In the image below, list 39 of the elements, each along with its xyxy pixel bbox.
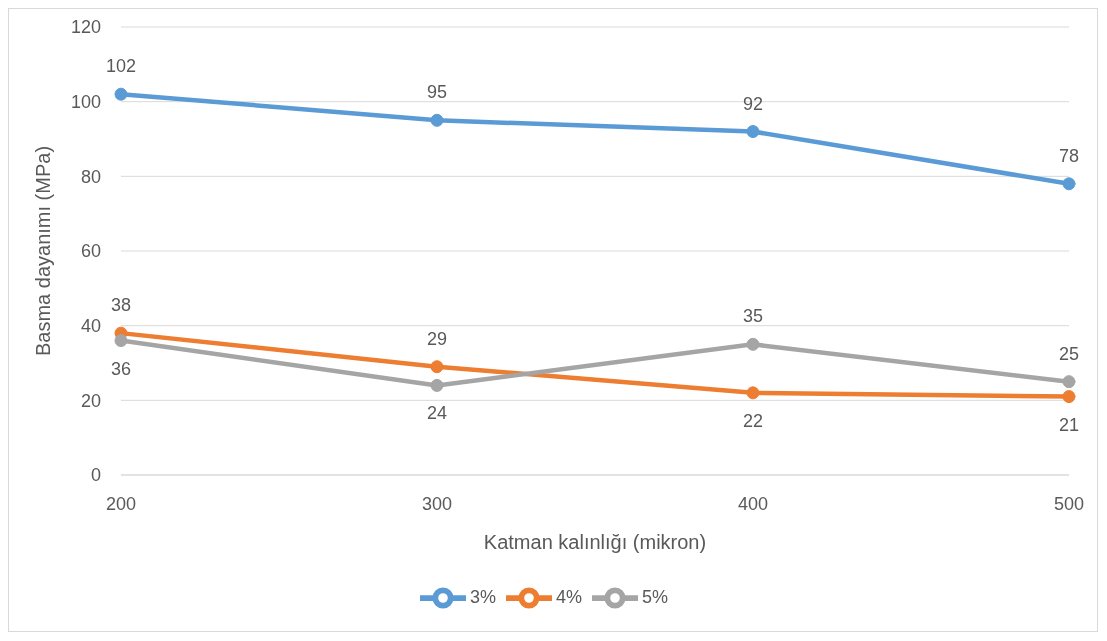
y-tick-label: 120	[70, 17, 101, 38]
data-label: 25	[1058, 343, 1080, 364]
point	[114, 87, 128, 101]
point	[1062, 375, 1076, 389]
point	[746, 337, 760, 351]
y-tick-label: 0	[90, 465, 101, 486]
x-tick-label: 400	[737, 493, 769, 514]
point	[1062, 390, 1076, 404]
data-label: 36	[110, 358, 132, 379]
point	[430, 113, 444, 127]
y-tick-label: 100	[70, 92, 101, 113]
y-tick-label: 20	[80, 390, 101, 411]
x-axis-title: Katman kalınlığı (mikron)	[483, 531, 707, 553]
data-label: 92	[742, 93, 764, 114]
x-tick-label: 500	[1053, 493, 1085, 514]
point	[746, 125, 760, 139]
data-label: 95	[426, 82, 448, 103]
data-label: 102	[105, 56, 137, 77]
data-label: 78	[1058, 145, 1080, 166]
x-tick-label: 300	[421, 493, 453, 514]
data-label: 35	[742, 306, 764, 327]
y-axis-title: Basma dayanımı (MPa)	[32, 145, 55, 357]
data-label: 24	[426, 403, 448, 424]
point	[746, 386, 760, 400]
data-label: 21	[1058, 414, 1080, 435]
data-label: 38	[110, 295, 132, 316]
point	[1062, 177, 1076, 191]
x-tick-label: 200	[105, 493, 137, 514]
y-tick-label: 60	[80, 241, 101, 262]
point	[430, 378, 444, 392]
point	[114, 334, 128, 348]
data-label: 22	[742, 410, 764, 431]
y-tick-label: 80	[80, 166, 101, 187]
y-tick-label: 40	[80, 316, 101, 337]
legend-label: 5%	[642, 586, 669, 607]
legend-label: 3%	[469, 586, 496, 607]
point	[430, 360, 444, 374]
legend-label: 4%	[555, 586, 582, 607]
data-label: 29	[426, 328, 448, 349]
